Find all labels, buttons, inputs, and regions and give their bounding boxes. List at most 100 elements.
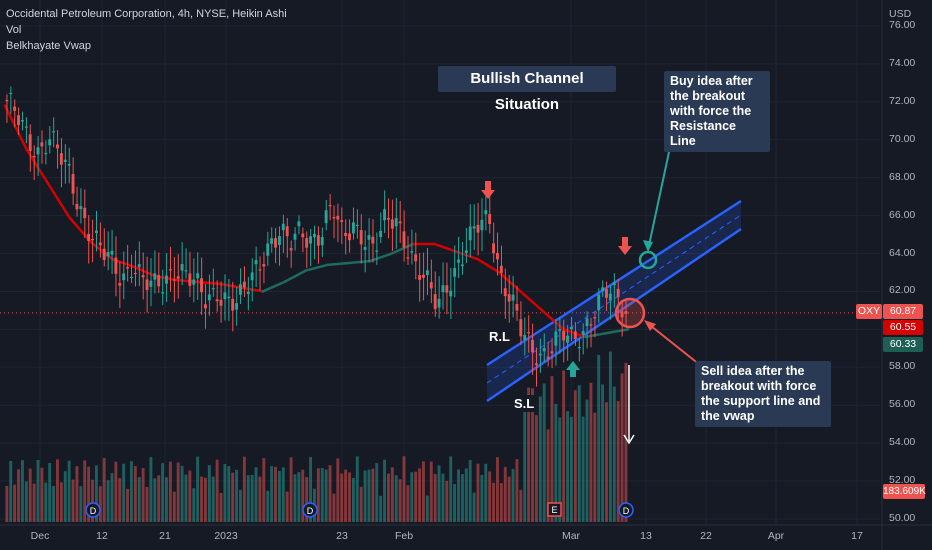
volume-bar	[422, 461, 425, 522]
volume-bar	[83, 460, 87, 522]
volume-bar	[192, 488, 196, 522]
volume-bar	[254, 467, 258, 522]
volume-bar	[425, 495, 429, 522]
earnings-marker-icon	[547, 502, 562, 517]
volume-bar	[246, 475, 250, 522]
candle-body	[348, 233, 351, 241]
volume-bar	[133, 466, 137, 522]
volume-bar	[305, 477, 309, 522]
volume-bar	[219, 492, 223, 522]
candle-body	[569, 326, 573, 330]
buy-idea-line: the breakout	[670, 89, 746, 103]
volume-bar	[36, 460, 40, 522]
candle-body	[573, 331, 577, 340]
volume-bar	[223, 464, 227, 522]
candle-body	[71, 174, 75, 194]
indicator-vol[interactable]: Vol	[6, 24, 22, 36]
volume-bar	[324, 469, 328, 522]
volume-bar	[71, 479, 75, 522]
candle-body	[285, 226, 289, 237]
vwap-segment	[304, 263, 329, 272]
candle-body	[359, 230, 363, 245]
candle-body	[624, 311, 628, 314]
price-tick: 66.00	[889, 208, 916, 221]
volume-bar	[239, 489, 242, 522]
volume-bar	[515, 459, 519, 522]
buy-idea-note[interactable]: Buy idea after the breakout with force t…	[664, 71, 770, 152]
volume-bar	[301, 469, 305, 522]
volume-bar	[340, 473, 344, 522]
candle-body	[56, 144, 59, 149]
volume-bar	[620, 373, 624, 522]
candle-body	[472, 226, 476, 229]
volume-bar	[149, 457, 153, 522]
vwap-segment	[476, 257, 501, 274]
chart-title[interactable]: Occidental Petroleum Corporation, 4h, NY…	[6, 8, 287, 20]
candle-body	[597, 294, 601, 311]
volume-bar	[569, 416, 573, 522]
candle-body	[351, 222, 355, 234]
volume-bar	[507, 476, 511, 522]
candle-body	[558, 329, 562, 331]
annotation-title[interactable]: Bullish Channel Situation	[438, 66, 616, 113]
volume-bar	[550, 376, 554, 522]
candle-body	[608, 293, 612, 301]
candle-body	[460, 264, 464, 267]
volume-bar	[316, 468, 320, 522]
volume-bar	[534, 415, 538, 522]
support-line	[486, 227, 742, 403]
volume-bar	[203, 477, 207, 522]
volume-bar	[309, 457, 313, 522]
price-tick: 54.00	[889, 436, 916, 449]
candle-body	[507, 294, 511, 302]
price-tick: 52.00	[889, 474, 916, 487]
volume-bar	[332, 493, 336, 522]
volume-bar	[418, 468, 422, 522]
indicator-vwap[interactable]: Belkhayate Vwap	[6, 40, 91, 52]
volume-tag: 183.609K	[883, 484, 926, 499]
volume-bar	[126, 488, 129, 522]
candle-body	[554, 331, 558, 346]
candle-body	[468, 226, 472, 241]
event-marker-letter: D	[307, 506, 314, 516]
event-marker-icon	[85, 502, 101, 518]
volume-bar	[402, 456, 406, 522]
volume-bar	[32, 483, 36, 522]
volume-bar	[122, 463, 126, 522]
vwap-segment	[368, 252, 393, 263]
vwap-segment	[605, 328, 630, 335]
candle-body	[457, 259, 460, 263]
volume-bar	[188, 470, 192, 522]
time-tick: 2023	[214, 530, 238, 542]
event-marker-letter: D	[623, 506, 630, 516]
vwap-segment	[347, 259, 372, 265]
candle-body	[289, 248, 293, 251]
candle-body	[336, 215, 340, 220]
candle-body	[114, 257, 118, 274]
candle-body	[425, 270, 429, 276]
event-marker-icon	[302, 502, 318, 518]
volume-bar	[328, 465, 332, 522]
candle-body	[320, 236, 324, 246]
volume-bar	[612, 386, 616, 522]
candle-body	[83, 207, 87, 219]
volume-bar	[262, 458, 266, 522]
volume-bar	[20, 460, 24, 522]
volume-bar	[624, 362, 628, 522]
sell-idea-note[interactable]: Sell idea after the breakout with force …	[695, 361, 831, 427]
volume-bar	[367, 469, 371, 522]
candle-body	[153, 273, 157, 280]
time-tick: Dec	[30, 530, 50, 542]
candle-body	[542, 347, 546, 352]
candle-body	[130, 276, 133, 279]
volume-bar	[5, 486, 9, 522]
candle-body	[48, 139, 52, 146]
candle-body	[527, 332, 531, 334]
candle-body	[274, 238, 277, 248]
volume-bar	[87, 466, 91, 522]
candle-body	[367, 235, 371, 240]
vwap-segment	[390, 242, 415, 255]
volume-bar	[585, 399, 589, 522]
candle-body	[246, 291, 250, 294]
